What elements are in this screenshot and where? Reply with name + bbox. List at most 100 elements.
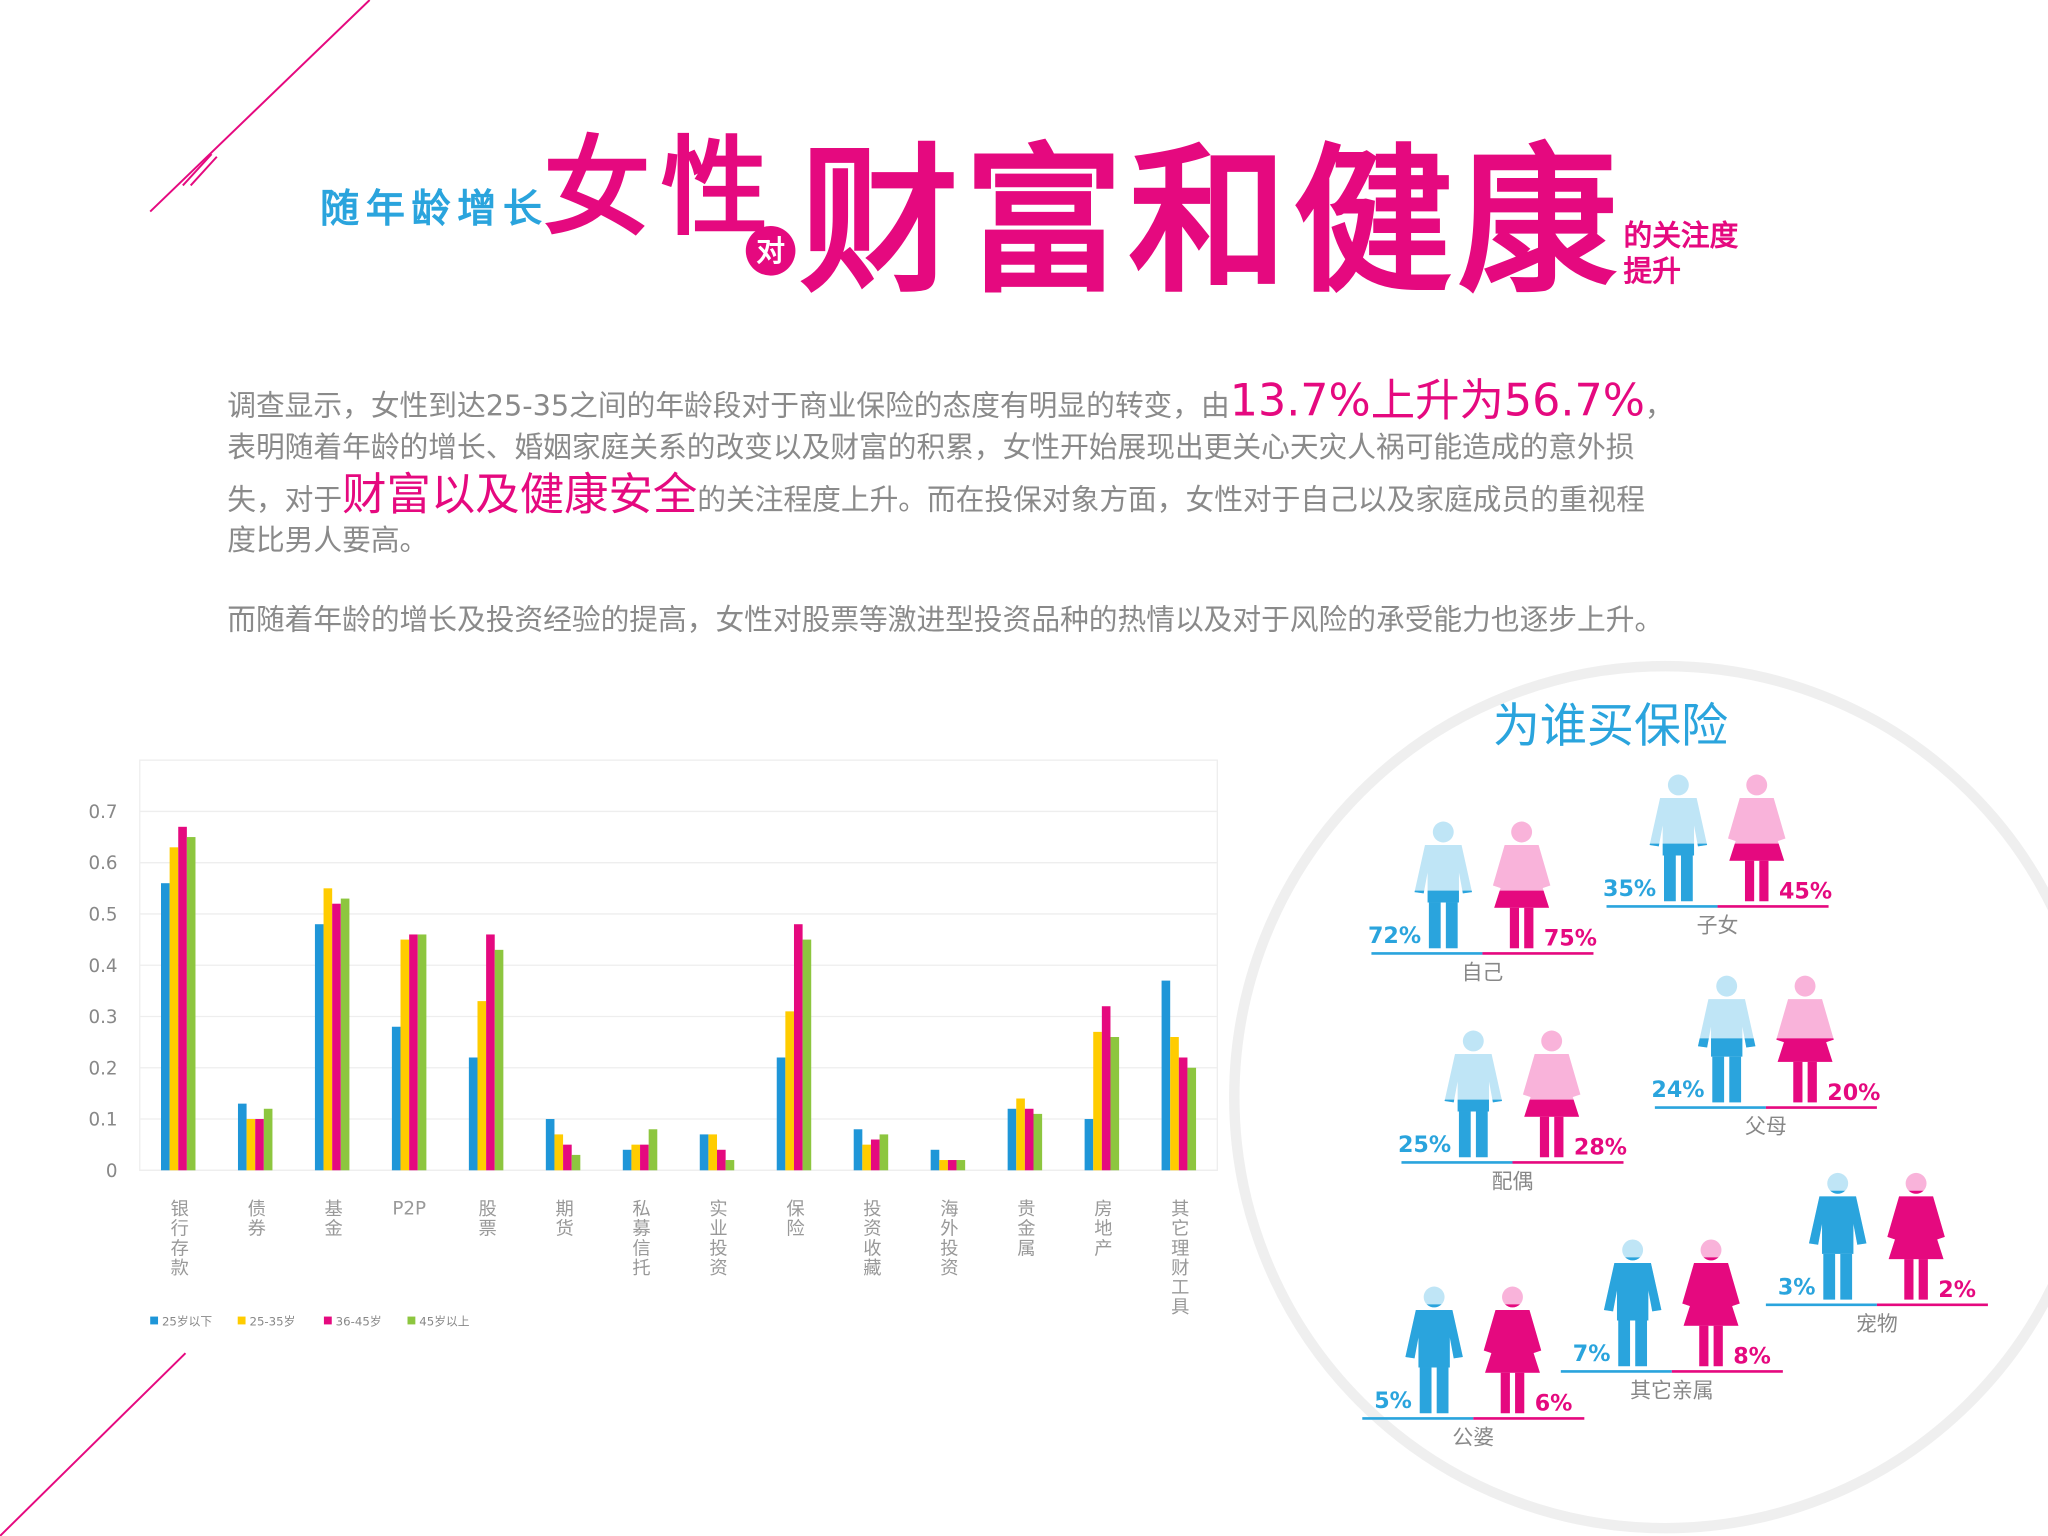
figure-leg bbox=[1918, 1259, 1928, 1300]
bar bbox=[554, 1134, 564, 1171]
figure-leg bbox=[1759, 860, 1769, 902]
figure-head bbox=[1423, 1286, 1445, 1308]
figure-leg bbox=[1823, 1253, 1836, 1300]
figure-leg bbox=[1807, 1061, 1817, 1103]
x-tick-label: P2P bbox=[392, 1199, 426, 1220]
legend-label: 25-35岁 bbox=[249, 1315, 295, 1329]
male-percent: 5% bbox=[1374, 1388, 1412, 1414]
y-tick-label: 0.4 bbox=[88, 956, 117, 977]
figure bbox=[1444, 1030, 1503, 1158]
figure bbox=[1887, 1190, 1945, 1300]
bar bbox=[263, 1108, 273, 1171]
bar bbox=[1093, 1031, 1102, 1171]
figure-leg bbox=[1618, 1320, 1631, 1367]
figure-leg bbox=[1635, 1320, 1648, 1367]
figure bbox=[1522, 1030, 1581, 1158]
bar bbox=[793, 924, 803, 1171]
bar bbox=[237, 1103, 247, 1171]
figure bbox=[1414, 821, 1472, 949]
bar bbox=[640, 1144, 649, 1171]
male-percent: 3% bbox=[1778, 1274, 1816, 1300]
bar bbox=[939, 1160, 948, 1171]
figure-body bbox=[1649, 798, 1708, 856]
figure-leg bbox=[1524, 907, 1534, 949]
group-label: 父母 bbox=[1745, 1115, 1787, 1139]
title-tail: 的关注度 bbox=[1624, 219, 1739, 253]
bar bbox=[862, 1144, 871, 1171]
bar bbox=[1187, 1067, 1197, 1171]
bar bbox=[725, 1160, 735, 1171]
figure-head bbox=[1908, 1190, 1924, 1194]
figure-leg bbox=[1744, 860, 1755, 902]
title-big: 女性 bbox=[543, 125, 768, 251]
figure bbox=[1649, 843, 1708, 902]
x-tick-label: 股票 bbox=[476, 1199, 497, 1238]
figure bbox=[1494, 890, 1550, 949]
figure-leg bbox=[1699, 1325, 1709, 1367]
bar bbox=[571, 1154, 581, 1171]
figure-body bbox=[1444, 1099, 1503, 1112]
figure bbox=[1483, 1304, 1542, 1414]
x-tick-label: 实业投资 bbox=[707, 1199, 728, 1277]
figure bbox=[1808, 1190, 1867, 1300]
x-tick-label: 期货 bbox=[553, 1199, 574, 1238]
figure-leg bbox=[1509, 907, 1520, 949]
insurance-title: 为谁买保险 bbox=[1493, 699, 1728, 754]
figure bbox=[1697, 1038, 1756, 1103]
female-percent: 2% bbox=[1938, 1277, 1976, 1303]
bar bbox=[160, 883, 170, 1171]
paragraph-line: 失，对于财富以及健康安全的关注程度上升。而在投保对象方面，女性对于自己以及家庭成… bbox=[227, 469, 1645, 520]
figure-body bbox=[1729, 843, 1785, 861]
group-label: 自己 bbox=[1462, 961, 1504, 985]
figure-head bbox=[1794, 975, 1816, 997]
bar bbox=[332, 903, 341, 1171]
figure bbox=[1728, 774, 1786, 902]
figure-leg bbox=[1729, 1056, 1742, 1103]
legend-label: 45岁以上 bbox=[419, 1315, 469, 1329]
x-tick-label: 银行存款 bbox=[168, 1199, 189, 1277]
legend-label: 25岁以下 bbox=[162, 1315, 212, 1329]
figure-leg bbox=[1712, 1056, 1725, 1103]
figure-body bbox=[1444, 1054, 1503, 1112]
bar bbox=[717, 1149, 726, 1171]
female-percent: 45% bbox=[1779, 879, 1832, 905]
y-tick-label: 0 bbox=[106, 1161, 118, 1182]
group-label: 配偶 bbox=[1492, 1170, 1534, 1194]
x-tick-label: 海外投资 bbox=[937, 1199, 958, 1277]
bar bbox=[545, 1119, 555, 1171]
x-tick-label: 其它理财工具 bbox=[1168, 1199, 1189, 1317]
title-tail: 提升 bbox=[1624, 254, 1681, 288]
y-tick-label: 0.2 bbox=[88, 1058, 117, 1079]
figure-head bbox=[1746, 774, 1768, 796]
figure-leg bbox=[1475, 1111, 1488, 1158]
figure-leg bbox=[1428, 902, 1441, 949]
bar bbox=[853, 1129, 863, 1171]
male-percent: 7% bbox=[1573, 1341, 1611, 1367]
figure bbox=[1649, 774, 1708, 902]
text-run: 度比男人要高。 bbox=[227, 523, 428, 557]
figure-leg bbox=[1445, 902, 1458, 949]
figure-head bbox=[1432, 821, 1454, 843]
figure-leg bbox=[1713, 1325, 1723, 1367]
figure-head bbox=[1622, 1239, 1644, 1261]
figure bbox=[1405, 1304, 1463, 1414]
bar bbox=[870, 1139, 880, 1171]
female-percent: 20% bbox=[1827, 1080, 1880, 1106]
highlight: 13.7%上升为56.7% bbox=[1230, 375, 1645, 426]
bar bbox=[494, 949, 504, 1171]
figure-leg bbox=[1554, 1116, 1564, 1158]
male-percent: 24% bbox=[1651, 1077, 1704, 1103]
bar bbox=[708, 1134, 718, 1171]
figure-body bbox=[1697, 1038, 1756, 1057]
y-tick-label: 0.3 bbox=[88, 1007, 117, 1028]
connector-badge bbox=[745, 225, 796, 276]
figure-leg bbox=[1500, 1372, 1510, 1414]
bar bbox=[417, 934, 427, 1171]
x-tick-label: 房地产 bbox=[1091, 1199, 1112, 1258]
y-tick-label: 0.7 bbox=[88, 802, 117, 823]
bar bbox=[1101, 1006, 1111, 1171]
figure-body bbox=[1414, 845, 1472, 903]
bar bbox=[400, 939, 410, 1171]
x-tick-label: 保险 bbox=[783, 1199, 804, 1238]
figure-head bbox=[1462, 1030, 1484, 1052]
